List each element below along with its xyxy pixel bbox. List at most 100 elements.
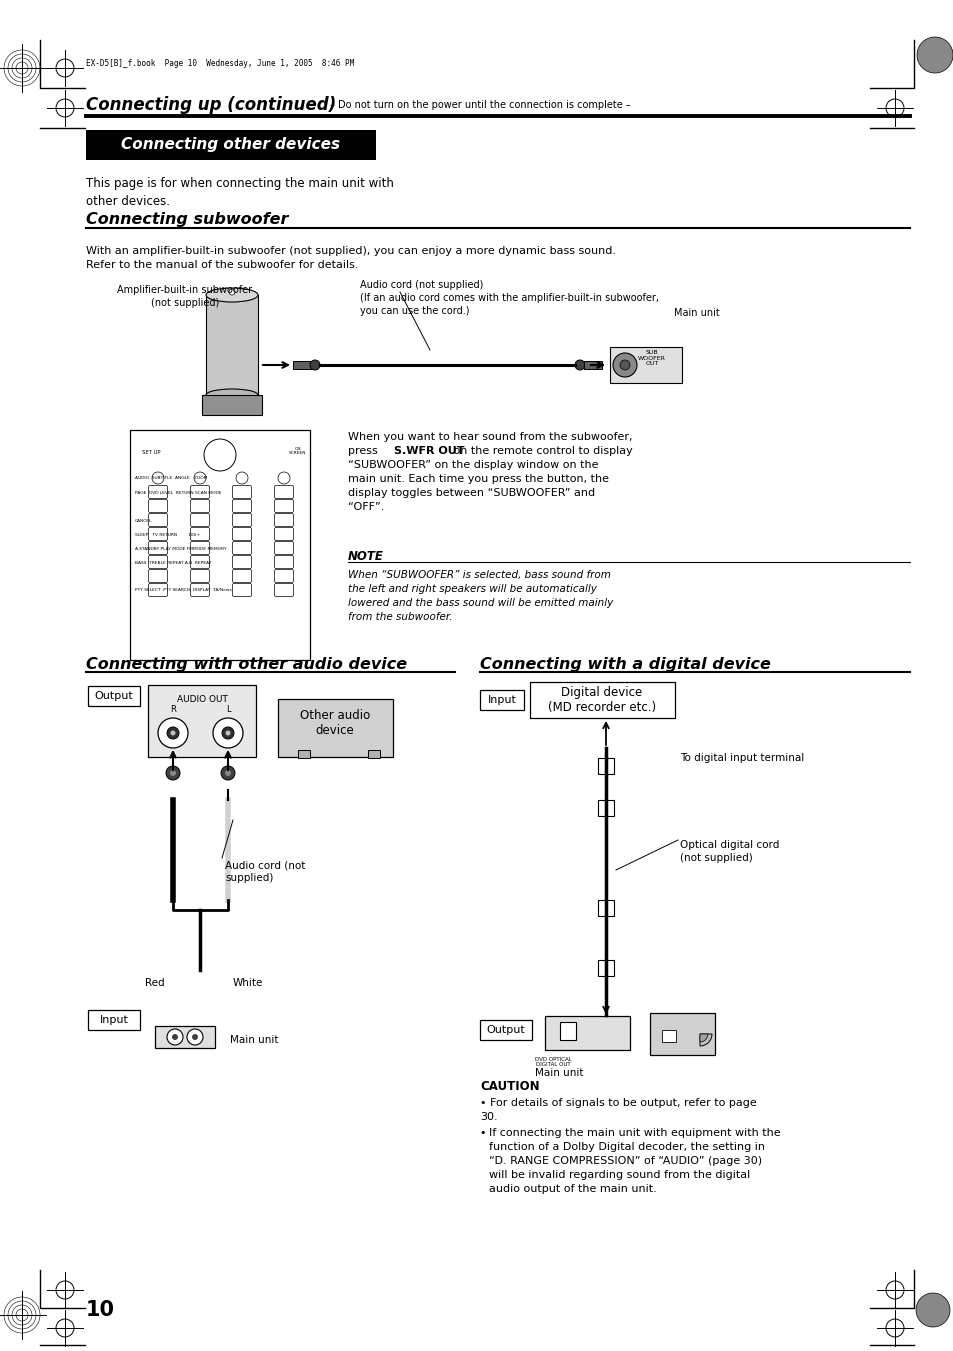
Bar xyxy=(88,686,140,707)
Wedge shape xyxy=(700,1034,707,1042)
FancyBboxPatch shape xyxy=(191,485,210,499)
Ellipse shape xyxy=(206,288,257,303)
Text: SUB
WOOFER
OUT: SUB WOOFER OUT xyxy=(638,350,665,366)
FancyBboxPatch shape xyxy=(191,513,210,527)
FancyBboxPatch shape xyxy=(233,555,252,569)
FancyBboxPatch shape xyxy=(191,555,210,569)
Circle shape xyxy=(277,471,290,484)
Text: SLEEP   TV RETURN        100+: SLEEP TV RETURN 100+ xyxy=(135,534,200,536)
Circle shape xyxy=(187,1029,203,1046)
Text: Digital device
(MD recorder etc.): Digital device (MD recorder etc.) xyxy=(547,686,656,713)
FancyBboxPatch shape xyxy=(233,513,252,527)
FancyBboxPatch shape xyxy=(149,584,168,597)
FancyBboxPatch shape xyxy=(274,513,294,527)
Text: “SUBWOOFER” on the display window on the
main unit. Each time you press the butt: “SUBWOOFER” on the display window on the… xyxy=(348,459,608,512)
Circle shape xyxy=(916,36,952,73)
Text: AUDIO OUT: AUDIO OUT xyxy=(176,696,227,704)
Text: Main unit: Main unit xyxy=(674,308,720,317)
Text: SET UP: SET UP xyxy=(142,450,160,454)
Circle shape xyxy=(192,1034,198,1040)
FancyBboxPatch shape xyxy=(191,584,210,597)
Circle shape xyxy=(221,766,234,780)
FancyBboxPatch shape xyxy=(149,570,168,582)
FancyBboxPatch shape xyxy=(191,542,210,554)
Text: DVD OPTICAL
DIGITAL OUT: DVD OPTICAL DIGITAL OUT xyxy=(534,1056,571,1067)
FancyBboxPatch shape xyxy=(149,513,168,527)
Text: With an amplifier-built-in subwoofer (not supplied), you can enjoy a more dynami: With an amplifier-built-in subwoofer (no… xyxy=(86,246,616,270)
Text: Connecting subwoofer: Connecting subwoofer xyxy=(86,212,288,227)
FancyBboxPatch shape xyxy=(233,542,252,554)
Circle shape xyxy=(193,471,206,484)
Wedge shape xyxy=(700,1034,711,1046)
FancyBboxPatch shape xyxy=(191,570,210,582)
Text: PTY SELECT  PTY SEARCH  DISPLAY  TA/News: PTY SELECT PTY SEARCH DISPLAY TA/News xyxy=(135,588,232,592)
Bar xyxy=(154,1025,214,1048)
Text: Audio cord (not supplied)
(If an audio cord comes with the amplifier-built-in su: Audio cord (not supplied) (If an audio c… xyxy=(359,280,659,316)
Bar xyxy=(609,347,681,382)
Circle shape xyxy=(213,717,243,748)
Bar xyxy=(368,750,379,758)
FancyBboxPatch shape xyxy=(233,570,252,582)
Text: If connecting the main unit with equipment with the
function of a Dolby Digital : If connecting the main unit with equipme… xyxy=(489,1128,780,1194)
Text: Main unit: Main unit xyxy=(535,1069,583,1078)
Text: PAGE  DVD LEVEL  RETURN SCAN MODE: PAGE DVD LEVEL RETURN SCAN MODE xyxy=(135,490,221,494)
Circle shape xyxy=(158,717,188,748)
Text: Input: Input xyxy=(99,1015,129,1025)
FancyBboxPatch shape xyxy=(149,527,168,540)
Text: Output: Output xyxy=(94,690,133,701)
Circle shape xyxy=(167,1029,183,1046)
Text: Other audio
device: Other audio device xyxy=(299,709,370,738)
Circle shape xyxy=(915,1293,949,1327)
Bar xyxy=(297,750,310,758)
Circle shape xyxy=(619,359,629,370)
Bar xyxy=(293,361,311,369)
FancyBboxPatch shape xyxy=(191,527,210,540)
FancyBboxPatch shape xyxy=(274,555,294,569)
FancyBboxPatch shape xyxy=(149,485,168,499)
Bar xyxy=(530,682,675,717)
Bar xyxy=(598,961,614,975)
Circle shape xyxy=(222,727,233,739)
Text: A.STANDBY PLAY MODE FMMODE MEMORY: A.STANDBY PLAY MODE FMMODE MEMORY xyxy=(135,547,226,551)
Text: R: R xyxy=(170,705,175,715)
Circle shape xyxy=(235,471,248,484)
Ellipse shape xyxy=(206,389,257,401)
FancyBboxPatch shape xyxy=(233,485,252,499)
Text: Optical digital cord
(not supplied): Optical digital cord (not supplied) xyxy=(679,840,779,863)
Circle shape xyxy=(167,727,179,739)
Bar xyxy=(661,1029,676,1042)
FancyBboxPatch shape xyxy=(149,542,168,554)
Bar xyxy=(649,1013,714,1055)
Circle shape xyxy=(225,731,231,735)
FancyBboxPatch shape xyxy=(233,527,252,540)
Text: ON
SCREEN: ON SCREEN xyxy=(289,447,307,455)
Text: Output: Output xyxy=(486,1025,525,1035)
FancyBboxPatch shape xyxy=(233,500,252,512)
Circle shape xyxy=(204,439,235,471)
Text: on the remote control to display: on the remote control to display xyxy=(450,446,632,457)
Text: L: L xyxy=(226,705,230,715)
Bar xyxy=(583,361,601,369)
Text: Amplifier-built-in subwoofer
(not supplied): Amplifier-built-in subwoofer (not suppli… xyxy=(117,285,253,308)
Text: Audio cord (not
supplied): Audio cord (not supplied) xyxy=(225,861,305,884)
Text: To digital input terminal: To digital input terminal xyxy=(679,753,803,763)
Bar xyxy=(130,430,310,661)
Text: Input: Input xyxy=(487,694,516,705)
Text: • For details of signals to be output, refer to page
30.: • For details of signals to be output, r… xyxy=(479,1098,756,1121)
Text: When “SUBWOOFER” is selected, bass sound from
the left and right speakers will b: When “SUBWOOFER” is selected, bass sound… xyxy=(348,570,613,621)
Text: 10: 10 xyxy=(86,1300,115,1320)
FancyBboxPatch shape xyxy=(274,570,294,582)
Bar xyxy=(202,394,262,415)
Circle shape xyxy=(172,1034,178,1040)
Circle shape xyxy=(310,359,319,370)
Text: S.WFR OUT: S.WFR OUT xyxy=(394,446,464,457)
FancyBboxPatch shape xyxy=(274,500,294,512)
Text: •: • xyxy=(479,1128,490,1138)
FancyBboxPatch shape xyxy=(149,555,168,569)
Text: Connecting other devices: Connecting other devices xyxy=(121,138,340,153)
Bar xyxy=(206,295,257,394)
Circle shape xyxy=(170,770,175,775)
Circle shape xyxy=(152,471,164,484)
Text: Connecting up (continued): Connecting up (continued) xyxy=(86,96,335,113)
FancyBboxPatch shape xyxy=(191,500,210,512)
